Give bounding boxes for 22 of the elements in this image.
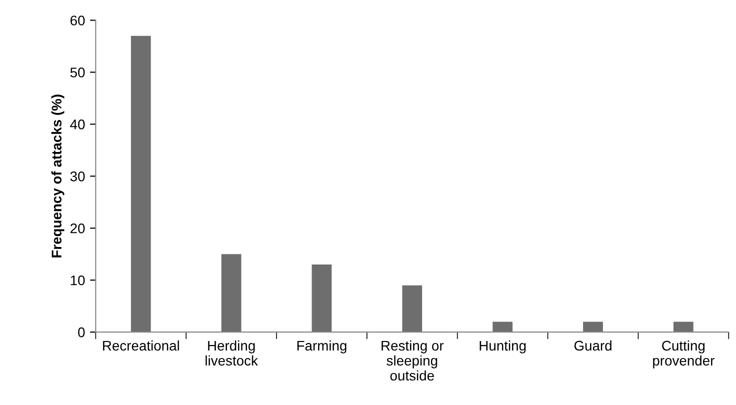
bar: [583, 322, 603, 332]
x-tick-label: Guard: [574, 340, 612, 351]
y-tick-label: 0: [78, 327, 85, 338]
bar: [221, 254, 242, 332]
x-tick-label: Herding livestock: [206, 340, 258, 366]
y-tick-label: 30: [70, 172, 85, 182]
x-tick-label: Farming: [297, 340, 346, 354]
y-axis-title: Frequency of attacks (%): [51, 94, 64, 258]
y-tick-label: 20: [70, 223, 85, 234]
bar: [402, 285, 422, 332]
y-tick-label: 40: [70, 120, 85, 130]
bar: [492, 322, 513, 332]
y-tick-label: 50: [70, 68, 85, 78]
bar: [673, 322, 694, 332]
bar: [312, 264, 332, 332]
x-tick-label: Cutting provender: [653, 340, 714, 368]
x-tick-label: Resting or sleeping outside: [382, 340, 444, 381]
x-tick-label: Hunting: [480, 340, 526, 354]
x-tick-label: Recreational: [103, 340, 179, 351]
bar: [130, 36, 151, 332]
y-tick-label: 60: [70, 16, 85, 26]
y-tick-label: 10: [70, 275, 85, 286]
